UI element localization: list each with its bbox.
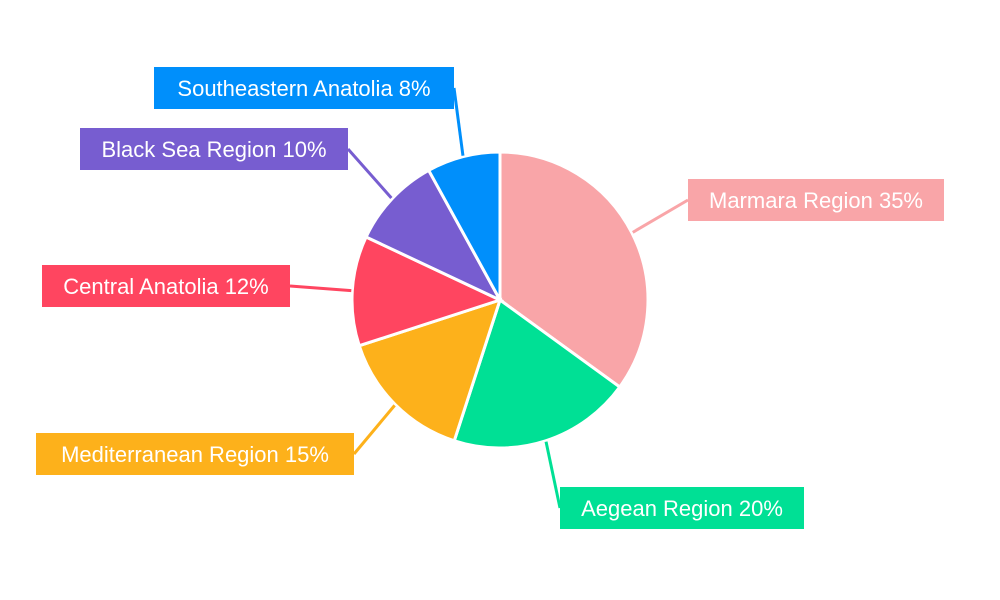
slice-label: Aegean Region 20% — [560, 487, 804, 529]
pie-slice-central-anatolia[interactable] — [350, 234, 505, 348]
slice-label-box — [154, 67, 454, 109]
leader-line — [352, 404, 396, 455]
leader-line — [632, 198, 689, 234]
pie-slice-marmara-region[interactable] — [498, 150, 650, 390]
slice-label-text: Marmara Region 35% — [709, 188, 923, 213]
pie-slice-aegean-region[interactable] — [452, 297, 622, 450]
pie-slices — [350, 150, 650, 450]
slice-label-text: Southeastern Anatolia 8% — [177, 76, 430, 101]
leader-line — [544, 441, 562, 509]
slice-label-box — [688, 179, 944, 221]
leader-line — [289, 284, 352, 293]
pie-slice-southeastern-anatolia[interactable] — [426, 150, 502, 301]
slice-label-box — [36, 433, 354, 475]
slice-label-text: Aegean Region 20% — [581, 496, 783, 521]
leader-line — [452, 87, 465, 156]
pie-slice-black-sea-region[interactable] — [364, 168, 504, 304]
leader-line — [346, 148, 393, 199]
slice-label-text: Central Anatolia 12% — [63, 274, 268, 299]
slice-labels: Marmara Region 35% Aegean Region 20% Medit… — [36, 67, 944, 529]
slice-label: Southeastern Anatolia 8% — [154, 67, 454, 109]
slice-label: Mediterranean Region 15% — [36, 433, 354, 475]
slice-label-box — [42, 265, 290, 307]
slice-label: Central Anatolia 12% — [42, 265, 290, 307]
slice-label-box — [560, 487, 804, 529]
slice-label-box — [80, 128, 348, 170]
slice-label: Black Sea Region 10% — [80, 128, 348, 170]
slice-label-text: Black Sea Region 10% — [101, 137, 326, 162]
slice-label: Marmara Region 35% — [688, 179, 944, 221]
leader-lines — [289, 87, 689, 509]
slice-label-text: Mediterranean Region 15% — [61, 442, 329, 467]
